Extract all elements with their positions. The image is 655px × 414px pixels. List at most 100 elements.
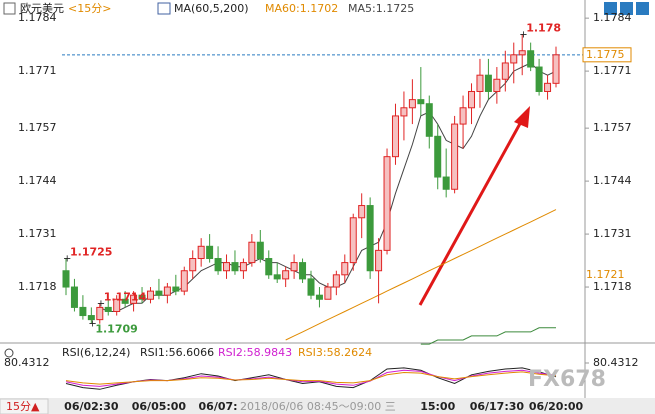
candle-body bbox=[544, 82, 552, 92]
candle-body bbox=[130, 294, 138, 304]
candle-body bbox=[417, 99, 425, 105]
candle-body bbox=[510, 54, 518, 64]
candle-body bbox=[146, 290, 154, 300]
y-tick-label: 1.1784 bbox=[18, 11, 57, 24]
extreme-marker: + bbox=[97, 298, 105, 309]
tool-button[interactable] bbox=[620, 2, 633, 15]
candle-body bbox=[375, 249, 383, 272]
candle-body bbox=[163, 286, 171, 296]
x-tick-label: 06/17:30 bbox=[470, 400, 525, 413]
candle-body bbox=[383, 156, 391, 251]
period-button[interactable] bbox=[0, 398, 49, 414]
watermark: FX678 bbox=[528, 367, 606, 392]
extreme-label: 1.1714 bbox=[104, 290, 147, 303]
y-tick-label: 1.1731 bbox=[18, 227, 57, 240]
candle-body bbox=[518, 50, 526, 56]
candle-body bbox=[442, 176, 450, 190]
candle-body bbox=[349, 217, 357, 264]
candle-body bbox=[299, 262, 307, 280]
candle-body bbox=[484, 74, 492, 92]
chart-title: 欧元美元 bbox=[20, 2, 64, 15]
y-tick-label-right: 1.1731 bbox=[593, 227, 632, 240]
close-icon[interactable] bbox=[4, 348, 14, 358]
candle-body bbox=[113, 298, 121, 312]
candle-body bbox=[265, 258, 273, 276]
candle-body bbox=[248, 241, 256, 264]
candle-body bbox=[180, 270, 188, 292]
indicator-icon[interactable] bbox=[157, 2, 171, 15]
extreme-label: 1.178 bbox=[526, 21, 561, 34]
x-tick-label: 15:00 bbox=[420, 400, 455, 413]
period-label: <15分> bbox=[68, 2, 111, 15]
legend-label: MA60:1.1702 bbox=[265, 2, 338, 15]
y-tick-label-right: 1.1718 bbox=[593, 280, 632, 293]
candle-body bbox=[290, 262, 298, 272]
extreme-label: 1.1725 bbox=[70, 246, 112, 259]
ma-line bbox=[285, 209, 557, 341]
candle-body bbox=[501, 62, 509, 80]
candle-body bbox=[366, 205, 374, 272]
x-axis-bar bbox=[0, 398, 655, 414]
candle-body bbox=[121, 298, 129, 304]
candle-body bbox=[70, 286, 78, 308]
candle-body bbox=[535, 66, 543, 92]
candle-body bbox=[391, 115, 399, 158]
x-tick-label: 06/02:30 bbox=[64, 400, 119, 413]
candle-body bbox=[307, 278, 315, 296]
x-tick-label: 06/05:00 bbox=[132, 400, 187, 413]
candle-body bbox=[493, 78, 501, 92]
legend-label: MA5:1.1725 bbox=[348, 2, 414, 15]
ma-line bbox=[420, 327, 556, 345]
candle-body bbox=[476, 74, 484, 92]
candle-body bbox=[79, 306, 87, 317]
candle-body bbox=[256, 241, 264, 260]
candle-body bbox=[239, 262, 247, 272]
candle-body bbox=[434, 135, 442, 178]
legend-label: RSI3:58.2624 bbox=[298, 346, 372, 359]
candle-body bbox=[138, 294, 146, 300]
y-tick-label-right: 1.1744 bbox=[593, 174, 632, 187]
extreme-marker: + bbox=[519, 29, 527, 40]
candle-body bbox=[358, 205, 366, 219]
candle-body bbox=[62, 270, 70, 288]
candle-body bbox=[400, 107, 408, 117]
menu-icon[interactable] bbox=[3, 2, 16, 15]
candle-body bbox=[172, 286, 180, 292]
side-price-label: 1.1721 bbox=[586, 268, 625, 281]
candle-body bbox=[155, 290, 163, 296]
candle-body bbox=[223, 262, 231, 272]
rsi-title: RSI(6,12,24) bbox=[62, 346, 130, 359]
tool-button[interactable] bbox=[604, 2, 617, 15]
x-tick-label: 06/20:00 bbox=[529, 400, 584, 413]
y-tick-label: 80.4312 bbox=[4, 356, 50, 369]
candle-body bbox=[214, 258, 222, 272]
y-tick-label: 1.1757 bbox=[18, 121, 57, 134]
candle-body bbox=[425, 103, 433, 137]
candle-body bbox=[231, 262, 239, 272]
candle-body bbox=[189, 258, 197, 272]
tool-button[interactable] bbox=[636, 2, 649, 15]
candle-body bbox=[273, 274, 281, 280]
trend-arrow-head bbox=[514, 106, 530, 128]
candle-body bbox=[341, 262, 349, 276]
y-tick-label: 1.1771 bbox=[18, 64, 57, 77]
candle-body bbox=[451, 123, 459, 190]
candle-body bbox=[315, 294, 323, 300]
y-tick-label: 1.1718 bbox=[18, 280, 57, 293]
y-tick-label-right: 1.1757 bbox=[593, 121, 632, 134]
period-button-label[interactable]: 15分▲ bbox=[6, 400, 40, 413]
y-tick-label-right: 1.1771 bbox=[593, 64, 632, 77]
candle-body bbox=[408, 99, 416, 109]
candle-body bbox=[324, 286, 332, 300]
extreme-marker: + bbox=[63, 254, 71, 265]
y-tick-label-right: 80.4312 bbox=[593, 356, 639, 369]
y-tick-label: 1.1744 bbox=[18, 174, 57, 187]
candle-body bbox=[332, 274, 340, 288]
candle-body bbox=[104, 306, 112, 312]
candle-body bbox=[282, 270, 290, 280]
candle-body bbox=[459, 107, 467, 125]
y-tick-label-right: 1.1784 bbox=[593, 11, 632, 24]
candle-body bbox=[197, 245, 205, 260]
